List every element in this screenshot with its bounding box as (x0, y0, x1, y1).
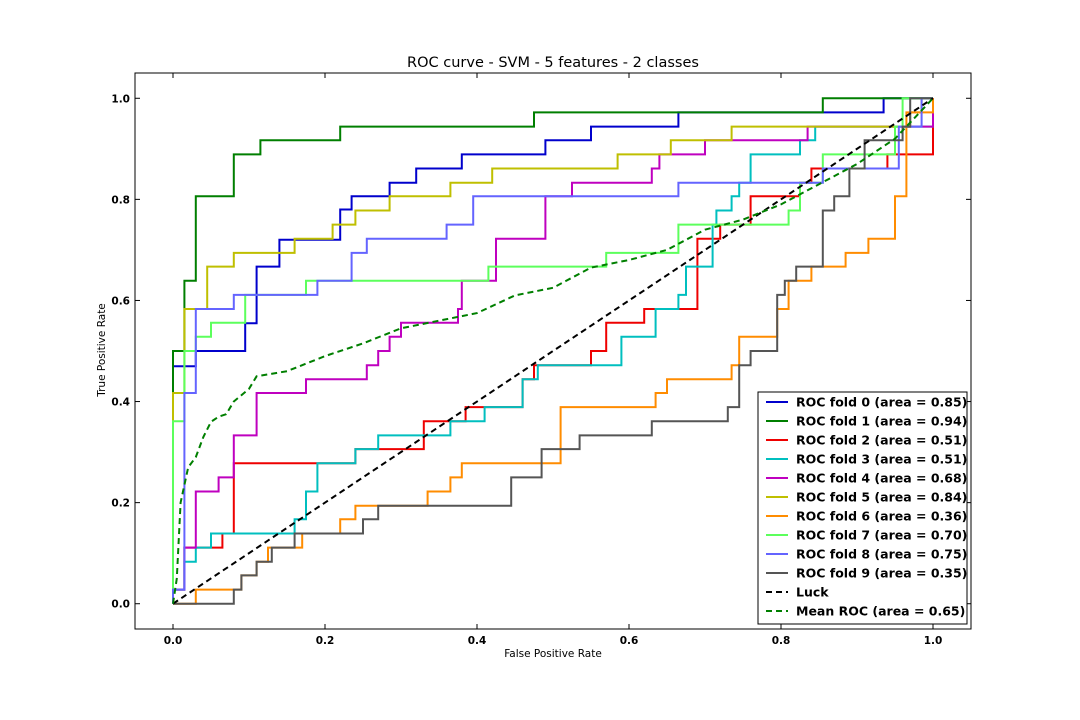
legend-label: ROC fold 8 (area = 0.75) (796, 547, 967, 562)
series-line-roc-fold-4-area-0-68 (172, 98, 934, 604)
x-tick-label: 0.2 (316, 635, 335, 647)
legend-label: ROC fold 6 (area = 0.36) (796, 509, 967, 524)
legend-box (757, 391, 968, 625)
legend-label: ROC fold 9 (area = 0.35) (796, 566, 967, 581)
plot-area (134, 72, 972, 630)
x-tick-label: 0.0 (164, 635, 183, 647)
legend: ROC fold 0 (area = 0.85) ROC fold 1 (area… (757, 391, 968, 625)
series-line-roc-fold-1-area-0-94 (172, 97, 933, 604)
axes-frame (134, 72, 972, 630)
legend-label: ROC fold 5 (area = 0.84) (796, 490, 967, 505)
y-tick-label: 0.6 (111, 295, 130, 307)
x-axis-label: False Positive Rate (504, 648, 602, 660)
x-tick-label: 0.8 (772, 635, 791, 647)
chart-title: ROC curve - SVM - 5 features - 2 classes (407, 55, 699, 71)
y-tick-label: 0.8 (111, 194, 130, 206)
legend-label: ROC fold 3 (area = 0.51) (796, 452, 967, 467)
series-line-roc-fold-9-area-0-35 (173, 97, 933, 605)
legend-label: Luck (796, 585, 829, 600)
legend-label: Mean ROC (area = 0.65) (796, 604, 965, 619)
y-axis-label: True Positive Rate (96, 303, 108, 398)
x-tick-label: 0.4 (468, 635, 487, 647)
y-tick-label: 0.2 (111, 498, 130, 510)
series-line-roc-fold-6-area-0-36 (173, 98, 934, 605)
series-line-roc-fold-8-area-0-75 (172, 97, 933, 604)
series-line-roc-fold-5-area-0-84 (172, 97, 933, 604)
legend-label: ROC fold 0 (area = 0.85) (796, 395, 967, 410)
y-tick-label: 0.0 (111, 599, 130, 611)
series-group (172, 97, 934, 605)
legend-label: ROC fold 1 (area = 0.94) (796, 414, 967, 429)
legend-label: ROC fold 7 (area = 0.70) (796, 528, 967, 543)
axis-ticks: 0.0 0.2 0.4 0.6 0.8 1.0 0.0 0.2 0.4 0.6 0.8 1.0 (111, 73, 971, 647)
y-tick-label: 0.4 (111, 397, 130, 409)
y-tick-label: 1.0 (111, 93, 130, 105)
legend-label: ROC fold 2 (area = 0.51) (796, 433, 967, 448)
x-tick-label: 1.0 (924, 635, 943, 647)
legend-label: ROC fold 4 (area = 0.68) (796, 471, 967, 486)
series-line-luck (172, 97, 934, 605)
series-line-roc-fold-3-area-0-51 (172, 98, 934, 604)
x-tick-label: 0.6 (620, 635, 639, 647)
